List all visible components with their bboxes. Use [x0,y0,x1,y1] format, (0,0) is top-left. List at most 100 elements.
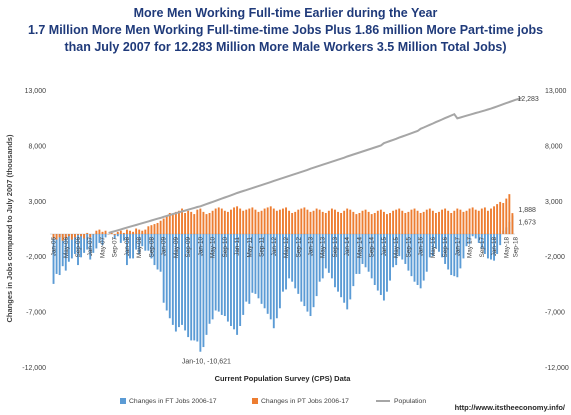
ft-bar [462,234,465,259]
pt-bar [257,211,260,235]
pt-bar [318,209,321,235]
x-tick-label: Jan-12 [271,237,278,257]
pt-bar [278,209,281,235]
ft-bar [398,234,401,257]
legend-swatch-0 [120,398,126,404]
ft-bar [441,234,443,258]
pt-bar [459,209,462,235]
pt-bar [288,210,291,235]
pt-bar [321,211,324,235]
y-tick-label-right: -2,000 [545,254,565,261]
pt-bar [260,210,263,235]
x-tick-label: Jan-13 [308,237,315,257]
pt-bar [80,234,83,237]
pt-bar [483,207,486,235]
pt-bar [456,208,459,235]
ft-bar [214,234,217,311]
pt-bar [208,212,211,235]
pt-bar [211,210,214,235]
ft-bar [355,234,358,274]
pt-bar [364,209,367,235]
x-tick-label: May-16 [430,237,437,258]
x-tick-label: Jan-10 [197,237,204,257]
pt-bar [245,209,248,235]
ft-bar [236,234,239,335]
pt-bar [193,214,196,235]
ft-bar [434,234,437,249]
pt-bar [132,231,135,235]
ft-bar [343,234,346,303]
ft-bar [196,234,199,342]
ft-bar [226,234,229,322]
pt-bar [129,230,131,235]
pt-bar [162,218,165,235]
legend-label-0: Changes in FT Jobs 2006-17 [129,398,217,405]
ft-bar [401,234,404,260]
y-tick-label-right: -12,000 [545,365,569,372]
pt-bar [220,208,223,235]
pt-bar [70,234,73,240]
ft-bar [150,234,153,259]
ft-bar [294,234,297,289]
ft-bar [416,234,419,286]
data-label-min: Jan-10, -10,621 [182,359,231,366]
pt-bar [468,208,471,235]
x-tick-label: Sep-06 [75,237,82,258]
ft-bar [70,234,73,259]
pt-bar [119,230,122,235]
ft-bar [312,234,315,308]
pt-bar [55,234,58,240]
ft-bar [168,234,171,319]
pt-bar [86,232,89,235]
pt-bar [490,208,492,235]
data-label-population: 12,283 [517,96,539,103]
ft-bar [126,234,128,266]
pt-bar [254,209,257,235]
ft-bar [337,234,339,292]
x-tick-label: May-06 [63,237,70,258]
pt-bar [392,210,395,235]
ft-bar [364,234,367,268]
ft-bar [468,234,471,245]
ft-bar [58,234,61,276]
pt-bar [294,211,297,235]
pt-bar [58,234,61,238]
ft-bar [425,234,428,272]
pt-bar [61,234,64,241]
pt-bar [422,211,425,235]
pt-bar [413,208,416,235]
ft-bar [101,234,104,246]
pt-bar [410,209,413,235]
pt-bar [428,208,431,235]
ft-bar [83,234,86,253]
ft-bar [490,234,492,260]
ft-bar [407,234,410,271]
pt-bar [205,214,208,235]
pt-bar [438,211,440,235]
x-tick-label: May-08 [136,237,143,258]
ft-bar [80,234,83,258]
pt-bar [508,194,511,235]
pt-bar [496,204,499,235]
x-tick-label: Jan-16 [418,237,425,257]
ft-bar [340,234,343,298]
ft-bar [413,234,416,282]
ft-bar [77,234,79,266]
ft-bar [129,234,131,259]
ft-bar [358,234,361,274]
pt-bar [373,212,376,235]
pt-bar [187,210,190,235]
pt-bar [327,210,330,235]
legend-swatch-1 [252,398,258,404]
pt-bar [77,234,79,236]
ft-bar [278,234,281,309]
ft-bar [208,234,211,324]
data-label-ft: 1,673 [518,220,536,227]
source-url: http://www.itstheeconomy.info/ [455,403,566,412]
ft-bar [217,234,220,312]
ft-bar [266,234,269,314]
ft-bar [444,234,447,264]
y-tick-label-right: 8,000 [545,143,563,150]
y-axis-title: Changes in Jobs compared to July 2007 (t… [5,134,14,322]
data-label-pt: 1,888 [518,207,536,214]
